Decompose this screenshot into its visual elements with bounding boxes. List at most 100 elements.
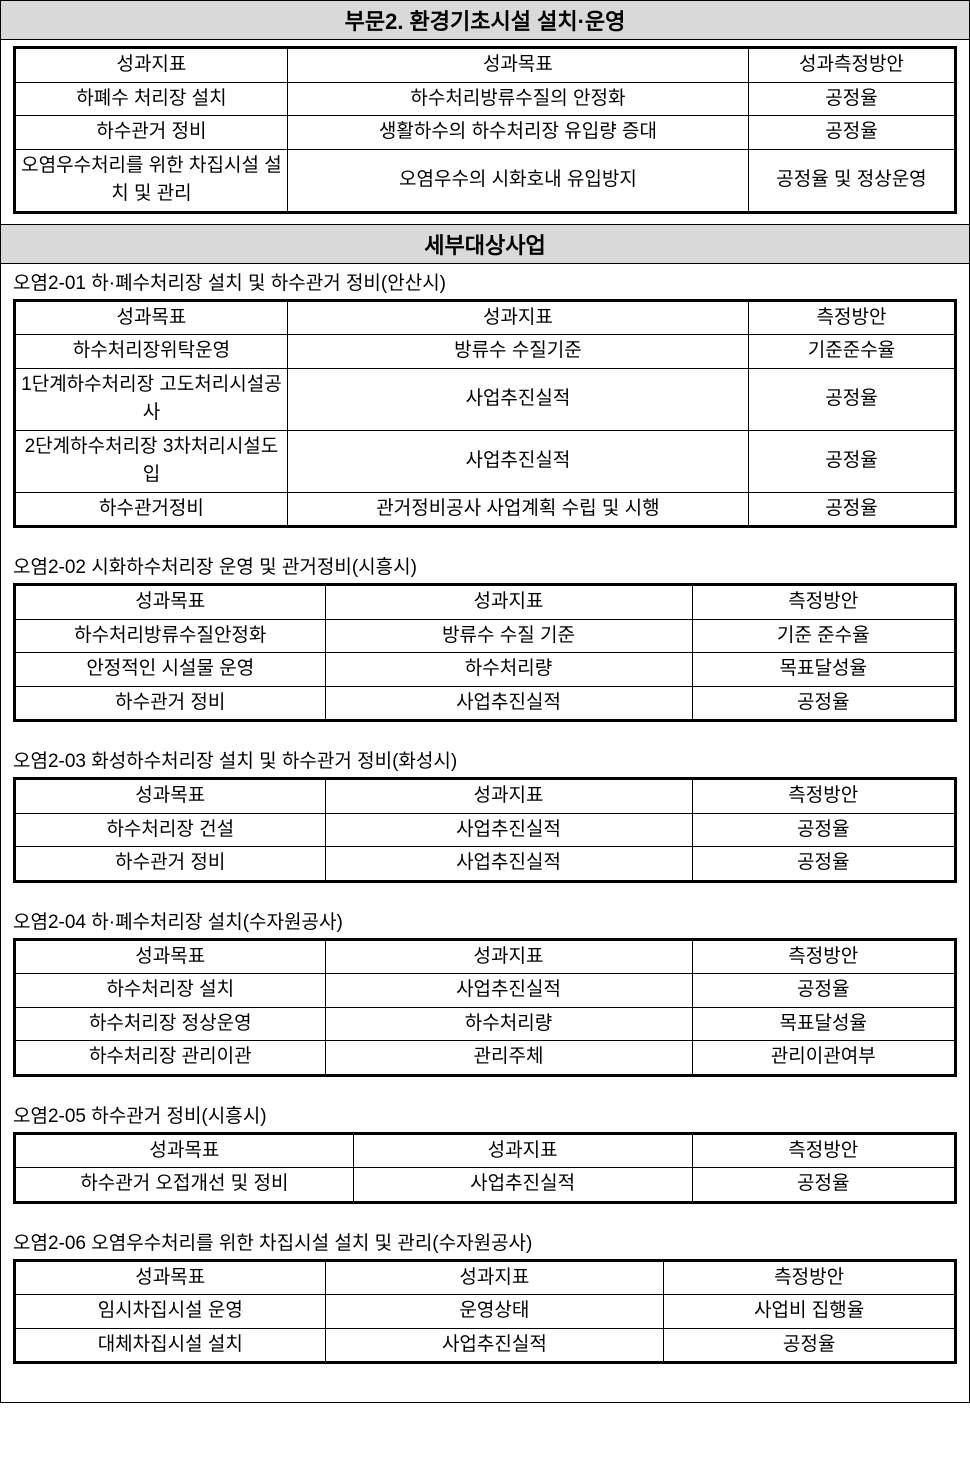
bottom-spacer <box>1 1384 969 1402</box>
table-header-cell: 성과지표 <box>325 939 692 974</box>
document-container: 부문2. 환경기초시설 설치·운영 성과지표 성과목표 성과측정방안 하폐수 처… <box>0 0 970 1403</box>
project-title: 오염2-02 시화하수처리장 운영 및 관거정비(시흥시) <box>1 548 969 583</box>
table-cell: 하수처리장 정상운영 <box>15 1007 326 1041</box>
detail-section-header: 세부대상사업 <box>1 224 969 264</box>
table-cell: 공정율 <box>748 82 955 116</box>
table-cell: 기준 준수율 <box>692 619 956 653</box>
main-col-0: 성과지표 <box>15 48 288 83</box>
table-header-cell: 성과지표 <box>353 1133 692 1168</box>
table-row: 임시차집시설 운영운영상태사업비 집행율 <box>15 1295 956 1329</box>
table-cell: 하수처리장 건설 <box>15 813 326 847</box>
table-cell: 공정율 <box>748 430 955 492</box>
table-cell: 방류수 수질 기준 <box>325 619 692 653</box>
table-cell: 생활하수의 하수처리장 유입량 증대 <box>287 116 748 150</box>
table-row: 하수관거 오접개선 및 정비사업추진실적공정율 <box>15 1168 956 1203</box>
table-row: 오염우수처리를 위한 차집시설 설치 및 관리오염우수의 시화호내 유입방지공정… <box>15 149 956 212</box>
table-header-row: 성과지표 성과목표 성과측정방안 <box>15 48 956 83</box>
table-header-cell: 성과목표 <box>15 939 326 974</box>
table-row: 하수관거정비관거정비공사 사업계획 수립 및 시행공정율 <box>15 492 956 527</box>
table-cell: 사업추진실적 <box>325 686 692 721</box>
table-cell: 관리이관여부 <box>692 1041 956 1076</box>
table-header-row: 성과목표성과지표측정방안 <box>15 1260 956 1295</box>
table-cell: 대체차집시설 설치 <box>15 1328 326 1363</box>
section-header: 부문2. 환경기초시설 설치·운영 <box>1 1 969 40</box>
table-cell: 안정적인 시설물 운영 <box>15 653 326 687</box>
table-cell: 사업추진실적 <box>353 1168 692 1203</box>
table-header-cell: 측정방안 <box>692 1133 956 1168</box>
project-title: 오염2-06 오염우수처리를 위한 차집시설 설치 및 관리(수자원공사) <box>1 1224 969 1259</box>
table-header-row: 성과목표성과지표측정방안 <box>15 779 956 814</box>
table-cell: 하수처리방류수질의 안정화 <box>287 82 748 116</box>
table-header-cell: 측정방안 <box>748 300 955 335</box>
detail-projects-container: 오염2-01 하·폐수처리장 설치 및 하수관거 정비(안산시)성과목표성과지표… <box>1 264 969 1365</box>
table-row: 하수관거 정비사업추진실적공정율 <box>15 686 956 721</box>
table-cell: 하수처리량 <box>325 1007 692 1041</box>
project-table: 성과목표성과지표측정방안하수처리방류수질안정화방류수 수질 기준기준 준수율안정… <box>13 583 957 722</box>
project-table: 성과목표성과지표측정방안하수처리장위탁운영방류수 수질기준기준준수율1단계하수처… <box>13 299 957 529</box>
table-row: 하수관거 정비사업추진실적공정율 <box>15 847 956 882</box>
table-cell: 관거정비공사 사업계획 수립 및 시행 <box>287 492 748 527</box>
table-cell: 공정율 <box>692 1168 956 1203</box>
table-cell: 사업추진실적 <box>287 430 748 492</box>
table-cell: 사업추진실적 <box>287 368 748 430</box>
table-cell: 오염우수처리를 위한 차집시설 설치 및 관리 <box>15 149 288 212</box>
table-cell: 하수처리장 관리이관 <box>15 1041 326 1076</box>
project-table: 성과목표성과지표측정방안하수처리장 건설사업추진실적공정율하수관거 정비사업추진… <box>13 777 957 883</box>
table-header-cell: 성과지표 <box>325 779 692 814</box>
table-row: 안정적인 시설물 운영하수처리량목표달성율 <box>15 653 956 687</box>
table-header-cell: 성과목표 <box>15 1260 326 1295</box>
table-header-row: 성과목표성과지표측정방안 <box>15 300 956 335</box>
project-table: 성과목표성과지표측정방안하수관거 오접개선 및 정비사업추진실적공정율 <box>13 1132 957 1204</box>
table-cell: 공정율 <box>664 1328 956 1363</box>
table-cell: 하수관거정비 <box>15 492 288 527</box>
table-cell: 공정율 <box>748 368 955 430</box>
table-cell: 방류수 수질기준 <box>287 335 748 369</box>
table-header-cell: 성과지표 <box>325 1260 664 1295</box>
table-cell: 오염우수의 시화호내 유입방지 <box>287 149 748 212</box>
table-row: 하수처리장 관리이관관리주체관리이관여부 <box>15 1041 956 1076</box>
project-title: 오염2-05 하수관거 정비(시흥시) <box>1 1097 969 1132</box>
table-header-row: 성과목표성과지표측정방안 <box>15 585 956 620</box>
table-row: 1단계하수처리장 고도처리시설공사사업추진실적공정율 <box>15 368 956 430</box>
project-table: 성과목표성과지표측정방안하수처리장 설치사업추진실적공정율하수처리장 정상운영하… <box>13 938 957 1077</box>
table-header-cell: 성과목표 <box>15 1133 354 1168</box>
table-cell: 관리주체 <box>325 1041 692 1076</box>
table-cell: 하수관거 오접개선 및 정비 <box>15 1168 354 1203</box>
table-cell: 공정율 <box>748 116 955 150</box>
table-header-cell: 성과지표 <box>287 300 748 335</box>
table-cell: 목표달성율 <box>692 653 956 687</box>
table-cell: 하수처리장위탁운영 <box>15 335 288 369</box>
table-cell: 1단계하수처리장 고도처리시설공사 <box>15 368 288 430</box>
table-cell: 하수처리장 설치 <box>15 974 326 1008</box>
table-cell: 목표달성율 <box>692 1007 956 1041</box>
main-col-1: 성과목표 <box>287 48 748 83</box>
table-header-cell: 측정방안 <box>692 585 956 620</box>
project-title: 오염2-01 하·폐수처리장 설치 및 하수관거 정비(안산시) <box>1 264 969 299</box>
table-cell: 하수관거 정비 <box>15 116 288 150</box>
table-header-cell: 측정방안 <box>664 1260 956 1295</box>
project-title: 오염2-03 화성하수처리장 설치 및 하수관거 정비(화성시) <box>1 742 969 777</box>
table-row: 2단계하수처리장 3차처리시설도입사업추진실적공정율 <box>15 430 956 492</box>
table-row: 하수처리장위탁운영방류수 수질기준기준준수율 <box>15 335 956 369</box>
table-header-cell: 측정방안 <box>692 939 956 974</box>
table-cell: 사업추진실적 <box>325 813 692 847</box>
table-cell: 운영상태 <box>325 1295 664 1329</box>
table-cell: 공정율 <box>692 686 956 721</box>
table-header-row: 성과목표성과지표측정방안 <box>15 1133 956 1168</box>
table-cell: 사업추진실적 <box>325 1328 664 1363</box>
table-cell: 하수처리량 <box>325 653 692 687</box>
table-cell: 공정율 <box>692 974 956 1008</box>
table-cell: 기준준수율 <box>748 335 955 369</box>
table-row: 하수처리방류수질안정화방류수 수질 기준기준 준수율 <box>15 619 956 653</box>
project-title: 오염2-04 하·폐수처리장 설치(수자원공사) <box>1 903 969 938</box>
table-cell: 하수처리방류수질안정화 <box>15 619 326 653</box>
table-cell: 사업추진실적 <box>325 847 692 882</box>
table-header-cell: 성과지표 <box>325 585 692 620</box>
table-row: 하수처리장 설치사업추진실적공정율 <box>15 974 956 1008</box>
table-header-cell: 성과목표 <box>15 585 326 620</box>
table-cell: 2단계하수처리장 3차처리시설도입 <box>15 430 288 492</box>
project-table: 성과목표성과지표측정방안임시차집시설 운영운영상태사업비 집행율대체차집시설 설… <box>13 1259 957 1365</box>
table-header-cell: 측정방안 <box>692 779 956 814</box>
table-cell: 공정율 <box>692 847 956 882</box>
table-cell: 공정율 <box>692 813 956 847</box>
